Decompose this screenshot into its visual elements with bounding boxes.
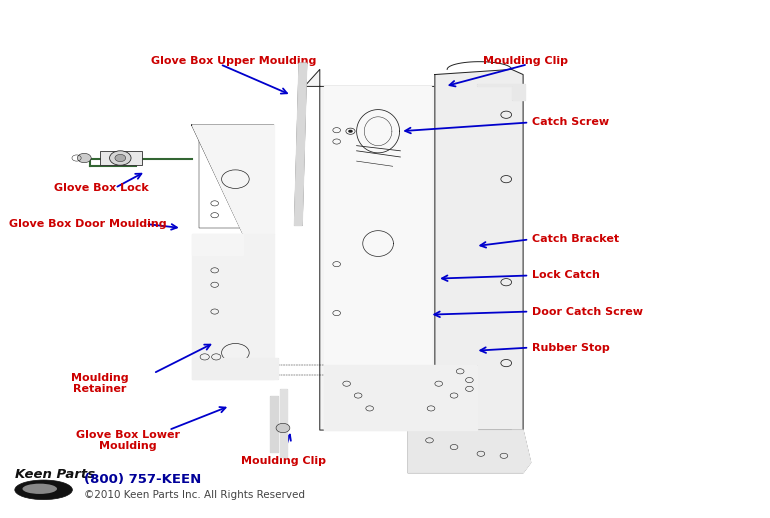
Circle shape [77,153,91,163]
Ellipse shape [22,484,57,494]
Text: Glove Box Lower
Moulding: Glove Box Lower Moulding [76,429,180,451]
Text: Lock Catch: Lock Catch [532,270,600,280]
Text: Glove Box Upper Moulding: Glove Box Upper Moulding [151,55,316,66]
Polygon shape [192,234,243,255]
Ellipse shape [15,480,72,499]
Text: Glove Box Lock: Glove Box Lock [54,183,149,193]
Text: Door Catch Screw: Door Catch Screw [532,307,643,316]
Circle shape [109,151,131,165]
Circle shape [115,154,126,162]
Text: Catch Bracket: Catch Bracket [532,235,619,244]
Text: Moulding Clip: Moulding Clip [484,55,568,66]
Polygon shape [323,365,477,430]
Text: Keen Parts: Keen Parts [15,468,95,481]
Polygon shape [280,389,286,457]
Polygon shape [323,87,431,430]
Polygon shape [192,358,278,379]
Text: Catch Screw: Catch Screw [532,118,609,127]
Polygon shape [408,430,531,473]
Text: Moulding Clip: Moulding Clip [241,456,326,466]
Polygon shape [435,69,523,435]
Polygon shape [294,63,306,225]
Polygon shape [304,69,477,430]
Text: ©2010 Keen Parts Inc. All Rights Reserved: ©2010 Keen Parts Inc. All Rights Reserve… [84,490,305,500]
Circle shape [276,423,290,433]
Bar [99,151,142,165]
Text: Rubber Stop: Rubber Stop [532,342,610,353]
Polygon shape [192,234,274,379]
Circle shape [348,130,353,133]
Polygon shape [192,125,274,234]
Polygon shape [270,396,278,452]
Text: (800) 757-KEEN: (800) 757-KEEN [84,473,202,486]
Polygon shape [477,84,524,100]
Text: Glove Box Door Moulding: Glove Box Door Moulding [9,219,166,229]
Text: Moulding
Retainer: Moulding Retainer [71,373,129,395]
